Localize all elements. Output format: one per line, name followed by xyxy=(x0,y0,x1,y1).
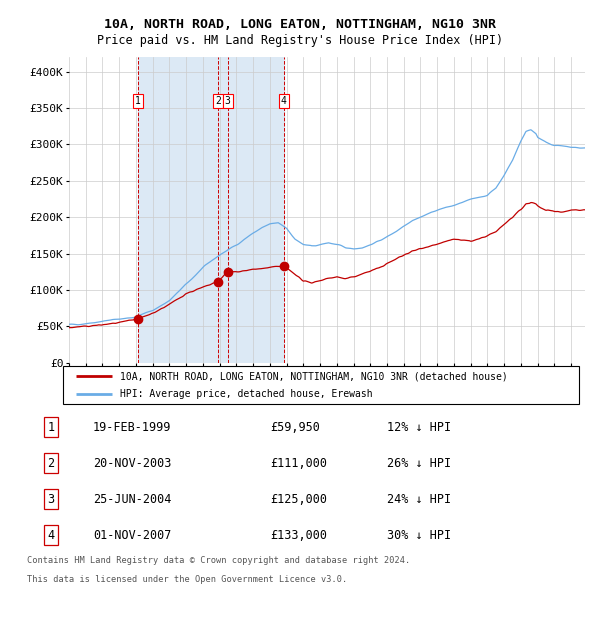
Text: 4: 4 xyxy=(281,96,287,107)
Text: Price paid vs. HM Land Registry's House Price Index (HPI): Price paid vs. HM Land Registry's House … xyxy=(97,34,503,46)
Text: £111,000: £111,000 xyxy=(270,457,327,469)
FancyBboxPatch shape xyxy=(63,366,579,404)
Text: £59,950: £59,950 xyxy=(270,421,320,433)
Text: 1: 1 xyxy=(47,421,55,433)
Text: 10A, NORTH ROAD, LONG EATON, NOTTINGHAM, NG10 3NR (detached house): 10A, NORTH ROAD, LONG EATON, NOTTINGHAM,… xyxy=(120,371,508,381)
Text: 4: 4 xyxy=(47,529,55,541)
Text: 2: 2 xyxy=(215,96,221,107)
Text: HPI: Average price, detached house, Erewash: HPI: Average price, detached house, Erew… xyxy=(120,389,373,399)
Text: 12% ↓ HPI: 12% ↓ HPI xyxy=(387,421,451,433)
Text: 10A, NORTH ROAD, LONG EATON, NOTTINGHAM, NG10 3NR: 10A, NORTH ROAD, LONG EATON, NOTTINGHAM,… xyxy=(104,19,496,31)
Text: 19-FEB-1999: 19-FEB-1999 xyxy=(93,421,172,433)
Text: Contains HM Land Registry data © Crown copyright and database right 2024.: Contains HM Land Registry data © Crown c… xyxy=(27,556,410,565)
Text: £125,000: £125,000 xyxy=(270,493,327,505)
Text: 26% ↓ HPI: 26% ↓ HPI xyxy=(387,457,451,469)
Text: 3: 3 xyxy=(47,493,55,505)
Text: 20-NOV-2003: 20-NOV-2003 xyxy=(93,457,172,469)
Text: 30% ↓ HPI: 30% ↓ HPI xyxy=(387,529,451,541)
Text: 3: 3 xyxy=(225,96,230,107)
Text: 1: 1 xyxy=(135,96,141,107)
Text: 2: 2 xyxy=(47,457,55,469)
Text: This data is licensed under the Open Government Licence v3.0.: This data is licensed under the Open Gov… xyxy=(27,575,347,584)
Bar xyxy=(138,57,284,363)
Text: 24% ↓ HPI: 24% ↓ HPI xyxy=(387,493,451,505)
Text: 25-JUN-2004: 25-JUN-2004 xyxy=(93,493,172,505)
Text: 01-NOV-2007: 01-NOV-2007 xyxy=(93,529,172,541)
Text: £133,000: £133,000 xyxy=(270,529,327,541)
